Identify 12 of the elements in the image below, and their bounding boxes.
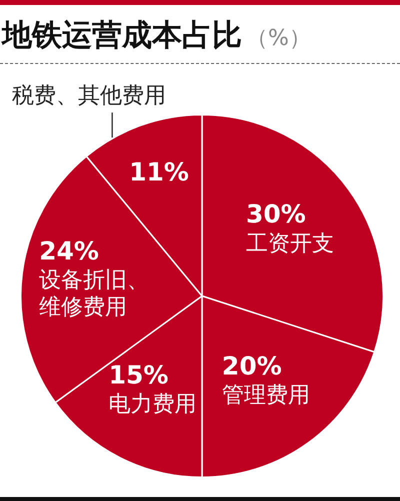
- chart-subtitle: （%）: [246, 26, 311, 51]
- slice-label: 电力费用: [108, 392, 197, 418]
- data-label: 15%: [108, 360, 168, 390]
- slice-label: 税费、其他费用: [12, 83, 166, 108]
- chart-title: 地铁运营成本占比: [2, 18, 242, 53]
- data-label: 11%: [129, 158, 189, 187]
- data-label: 30%: [246, 200, 306, 229]
- data-label: 20%: [222, 351, 282, 380]
- data-label: 24%: [39, 236, 99, 266]
- slice-label: 设备折旧、维修费用: [39, 268, 150, 320]
- slice-label: 管理费用: [222, 383, 310, 408]
- slice-label: 工资开支: [246, 231, 334, 256]
